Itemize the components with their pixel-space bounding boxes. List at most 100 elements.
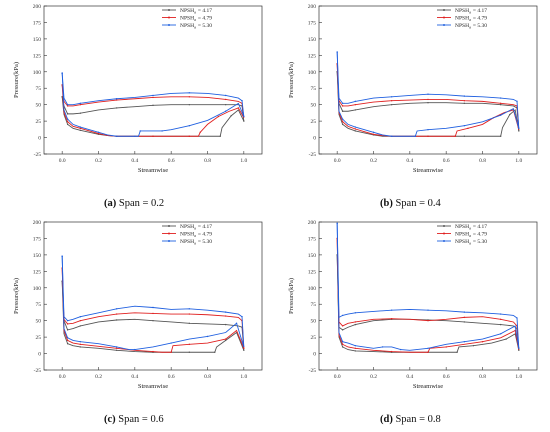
y-tick-label: 200 <box>308 220 317 226</box>
x-tick-label: 1.0 <box>240 374 247 380</box>
series-point <box>427 347 429 349</box>
chart-span-0-6: -25 0 25 50 75 100 125 150 175 200 0.0 0.2 0.4 0.6 0.8… <box>13 220 263 390</box>
series-point <box>115 349 118 351</box>
series-line-lower <box>336 254 520 353</box>
plot-frame <box>318 221 538 371</box>
series-point <box>61 255 63 257</box>
series-point <box>354 128 357 130</box>
series-point <box>219 135 221 137</box>
legend-label: NPSHa = 5.30 <box>455 239 487 246</box>
series-line-upper <box>336 223 520 349</box>
series-point <box>188 92 191 94</box>
y-tick-label: 50 <box>311 319 317 325</box>
series-line-lower <box>336 223 520 351</box>
series-point <box>427 98 429 101</box>
series-point <box>341 343 344 346</box>
legend-label: NPSHa = 5.30 <box>455 23 487 30</box>
x-axis-title: Streamwise <box>413 383 443 390</box>
series-point <box>354 312 357 314</box>
legend-label: NPSHa = 5.30 <box>180 239 212 246</box>
series-point <box>463 95 466 97</box>
series-point <box>390 135 393 137</box>
x-tick-label: 0.8 <box>479 374 486 380</box>
series-point <box>427 128 429 131</box>
y-tick-label: 125 <box>308 269 317 275</box>
chart-span-0-2: -25 0 25 50 75 100 125 150 175 200 0.0 0.2 0.4 0.6 0.8… <box>13 4 263 174</box>
series-point <box>390 103 393 106</box>
series-line-lower <box>61 281 245 353</box>
series-point <box>152 94 154 97</box>
series-point <box>235 322 238 324</box>
series-line-upper <box>61 96 245 122</box>
series-point <box>354 103 357 106</box>
series-point <box>372 133 375 135</box>
series-point <box>427 101 429 104</box>
series-line-upper <box>336 238 520 350</box>
series-point <box>499 313 502 315</box>
y-tick-label: 175 <box>33 236 42 242</box>
series-point <box>336 222 338 225</box>
series-line-upper <box>336 52 520 129</box>
series-point <box>390 350 393 353</box>
series-point <box>61 72 63 74</box>
y-tick-label: 100 <box>33 286 42 292</box>
series-point <box>243 115 245 118</box>
x-axis-title: Streamwise <box>138 167 168 174</box>
series-point <box>499 135 502 137</box>
series-point <box>354 321 357 323</box>
y-tick-label: -25 <box>309 368 317 374</box>
series-point <box>66 329 69 331</box>
series-point <box>499 102 502 105</box>
x-tick-label: 0.0 <box>59 374 66 380</box>
series-point <box>499 333 502 335</box>
series-point <box>79 127 82 130</box>
series-point <box>152 104 154 107</box>
series-point <box>97 131 100 133</box>
series-point <box>463 125 466 127</box>
series-point <box>481 341 484 343</box>
series-point <box>463 341 466 343</box>
series-point <box>170 342 172 344</box>
series-point <box>400 348 402 351</box>
y-tick-label: 0 <box>38 136 41 142</box>
series-point <box>115 98 118 100</box>
series-line-lower <box>61 256 245 351</box>
series-point <box>427 309 429 311</box>
y-tick-label: 150 <box>33 253 42 259</box>
series-line-upper <box>61 84 245 118</box>
y-tick-label: -25 <box>34 368 42 374</box>
series-point <box>224 110 227 112</box>
series-point <box>516 317 518 319</box>
caption-span-0-8: (d) Span = 0.8 <box>380 414 441 425</box>
series-point <box>445 346 447 348</box>
legend-marker <box>168 9 170 11</box>
x-tick-label: 1.0 <box>240 158 247 164</box>
legend-marker <box>443 225 445 227</box>
series-point <box>463 102 466 105</box>
series-point <box>341 118 344 120</box>
series-line-lower <box>61 84 245 137</box>
y-axis-title: Pressure(kPa) <box>288 62 295 98</box>
x-tick-label: 0.4 <box>406 374 413 380</box>
y-tick-label: 25 <box>311 119 317 125</box>
series-point <box>237 107 240 109</box>
series-point <box>115 346 118 348</box>
series-point <box>66 323 69 325</box>
y-tick-label: 75 <box>36 302 42 308</box>
series-point <box>139 130 141 132</box>
x-tick-label: 0.2 <box>95 374 102 380</box>
series-point <box>66 113 69 115</box>
series-point <box>518 130 520 132</box>
y-axis-title: Pressure(kPa) <box>288 278 295 314</box>
series-point <box>341 325 344 327</box>
x-tick-label: 0.8 <box>204 374 211 380</box>
series-point <box>499 103 502 106</box>
series-point <box>427 135 429 137</box>
legend-marker <box>443 240 445 242</box>
y-tick-label: 175 <box>33 20 42 26</box>
series-point <box>224 311 227 313</box>
series-point <box>341 123 344 126</box>
x-tick-label: 0.6 <box>443 158 450 164</box>
series-point <box>79 126 82 128</box>
x-axis-title: Streamwise <box>413 167 443 174</box>
